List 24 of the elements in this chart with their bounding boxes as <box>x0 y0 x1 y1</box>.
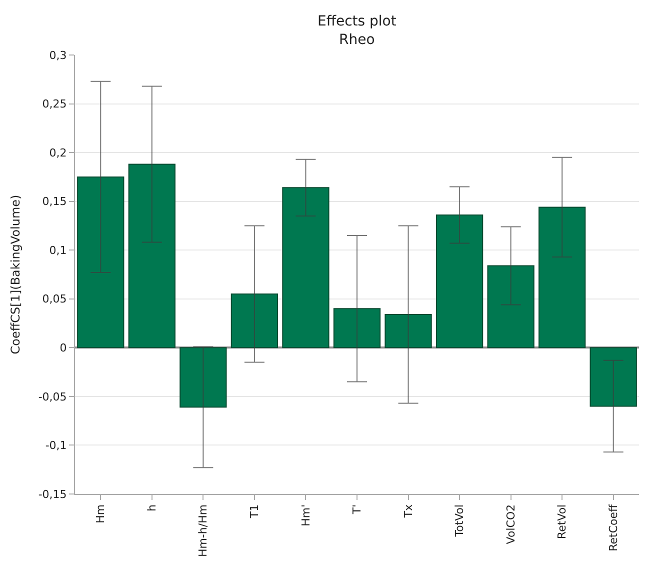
chart-title: Effects plot <box>318 14 397 30</box>
y-tick-label: 0,2 <box>49 146 67 160</box>
x-tick-label: Hm' <box>299 504 312 526</box>
x-tick-label: RetCoeff <box>606 504 620 552</box>
x-tick-label: VolCO2 <box>504 504 518 544</box>
x-tick-label: h <box>145 504 158 512</box>
y-tick-label: -0,15 <box>38 488 67 501</box>
y-tick-label: 0,3 <box>49 48 67 62</box>
y-tick-label: 0 <box>60 342 67 355</box>
y-tick-label: -0,1 <box>45 439 67 452</box>
y-axis-title: CoeffCS[1](BakingVolume) <box>8 194 23 354</box>
y-tick-label: 0,1 <box>49 244 67 257</box>
x-tick-label: Tx <box>402 504 415 519</box>
x-tick-label: T' <box>350 504 364 516</box>
y-tick-label: 0,05 <box>42 292 67 306</box>
x-tick-label: TotVol <box>453 504 466 538</box>
y-tick-label: 0,25 <box>42 98 67 111</box>
y-tick-label: -0,05 <box>38 390 67 404</box>
x-tick-label: RetVol <box>556 504 569 540</box>
x-tick-label: Hm-h/Hm <box>196 504 210 558</box>
chart-subtitle: Rheo <box>339 32 375 48</box>
x-tick-label: Hm <box>94 504 108 524</box>
y-tick-label: 0,15 <box>42 195 67 208</box>
x-tick-label: T1 <box>248 504 262 520</box>
